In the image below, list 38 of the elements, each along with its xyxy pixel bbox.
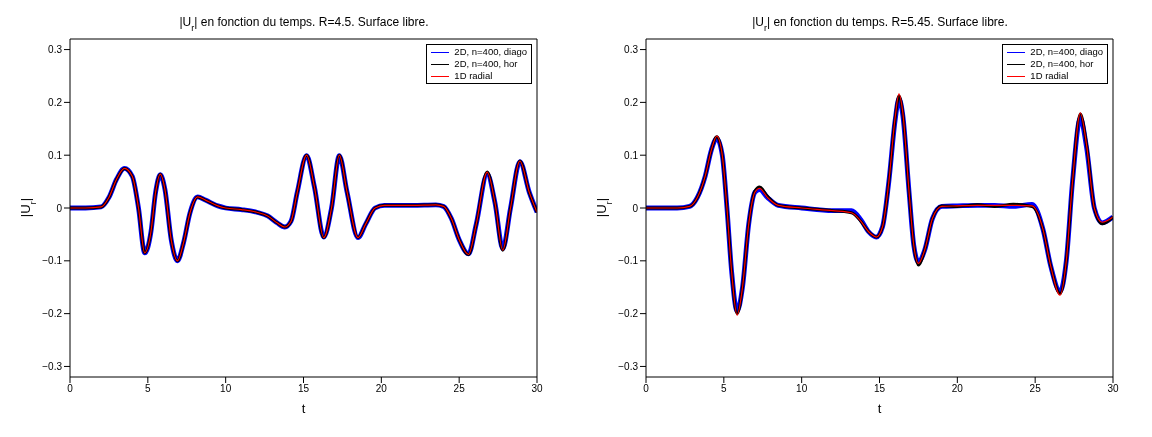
x-tick-label: 20 [951,383,964,395]
x-tick-label: 5 [721,383,728,395]
y-tick-label: −0.2 [42,308,63,320]
x-tick-label: 5 [145,383,152,395]
x-axis-title: t [877,401,882,416]
y-tick-label: 0.2 [624,96,639,108]
chart-title: |U$_{r}$| en fonction du temps. R=4.5. Surface libre. [179,15,429,33]
x-tick-label: 0 [67,383,74,395]
legend-label: 2D, n=400, hor [1030,58,1094,70]
y-tick-label: 0.3 [624,44,639,56]
x-tick-label: 30 [1107,383,1119,395]
x-tick-label: 20 [375,383,388,395]
x-axis-title: t [301,401,306,416]
x-tick-label: 30 [531,383,543,395]
legend-label: 1D radial [454,70,493,82]
chart-title: |U$_{r}$| en fonction du temps. R=5.45. Surface libre. [752,15,1008,33]
y-tick-label: 0.1 [624,149,639,161]
legend-label: 2D, n=400, diago [1030,46,1103,58]
x-tick-label: 10 [220,383,232,395]
x-tick-label: 25 [1029,383,1042,395]
x-tick-label: 15 [297,383,310,395]
y-tick-label: 0.3 [48,44,63,56]
y-tick-label: −0.2 [618,308,639,320]
x-tick-label: 15 [873,383,886,395]
y-tick-label: 0.1 [48,149,63,161]
y-tick-label: −0.1 [618,255,639,267]
y-tick-label: 0.2 [48,96,63,108]
x-tick-label: 10 [796,383,808,395]
x-tick-label: 0 [643,383,650,395]
y-tick-label: −0.3 [618,360,639,372]
x-tick-label: 25 [453,383,466,395]
y-tick-label: −0.1 [42,255,63,267]
legend-label: 2D, n=400, hor [454,58,518,70]
y-tick-label: 0 [56,202,63,214]
legend-label: 1D radial [1030,70,1069,82]
y-tick-label: 0 [632,202,639,214]
y-tick-label: −0.3 [42,360,63,372]
legend-label: 2D, n=400, diago [454,46,527,58]
